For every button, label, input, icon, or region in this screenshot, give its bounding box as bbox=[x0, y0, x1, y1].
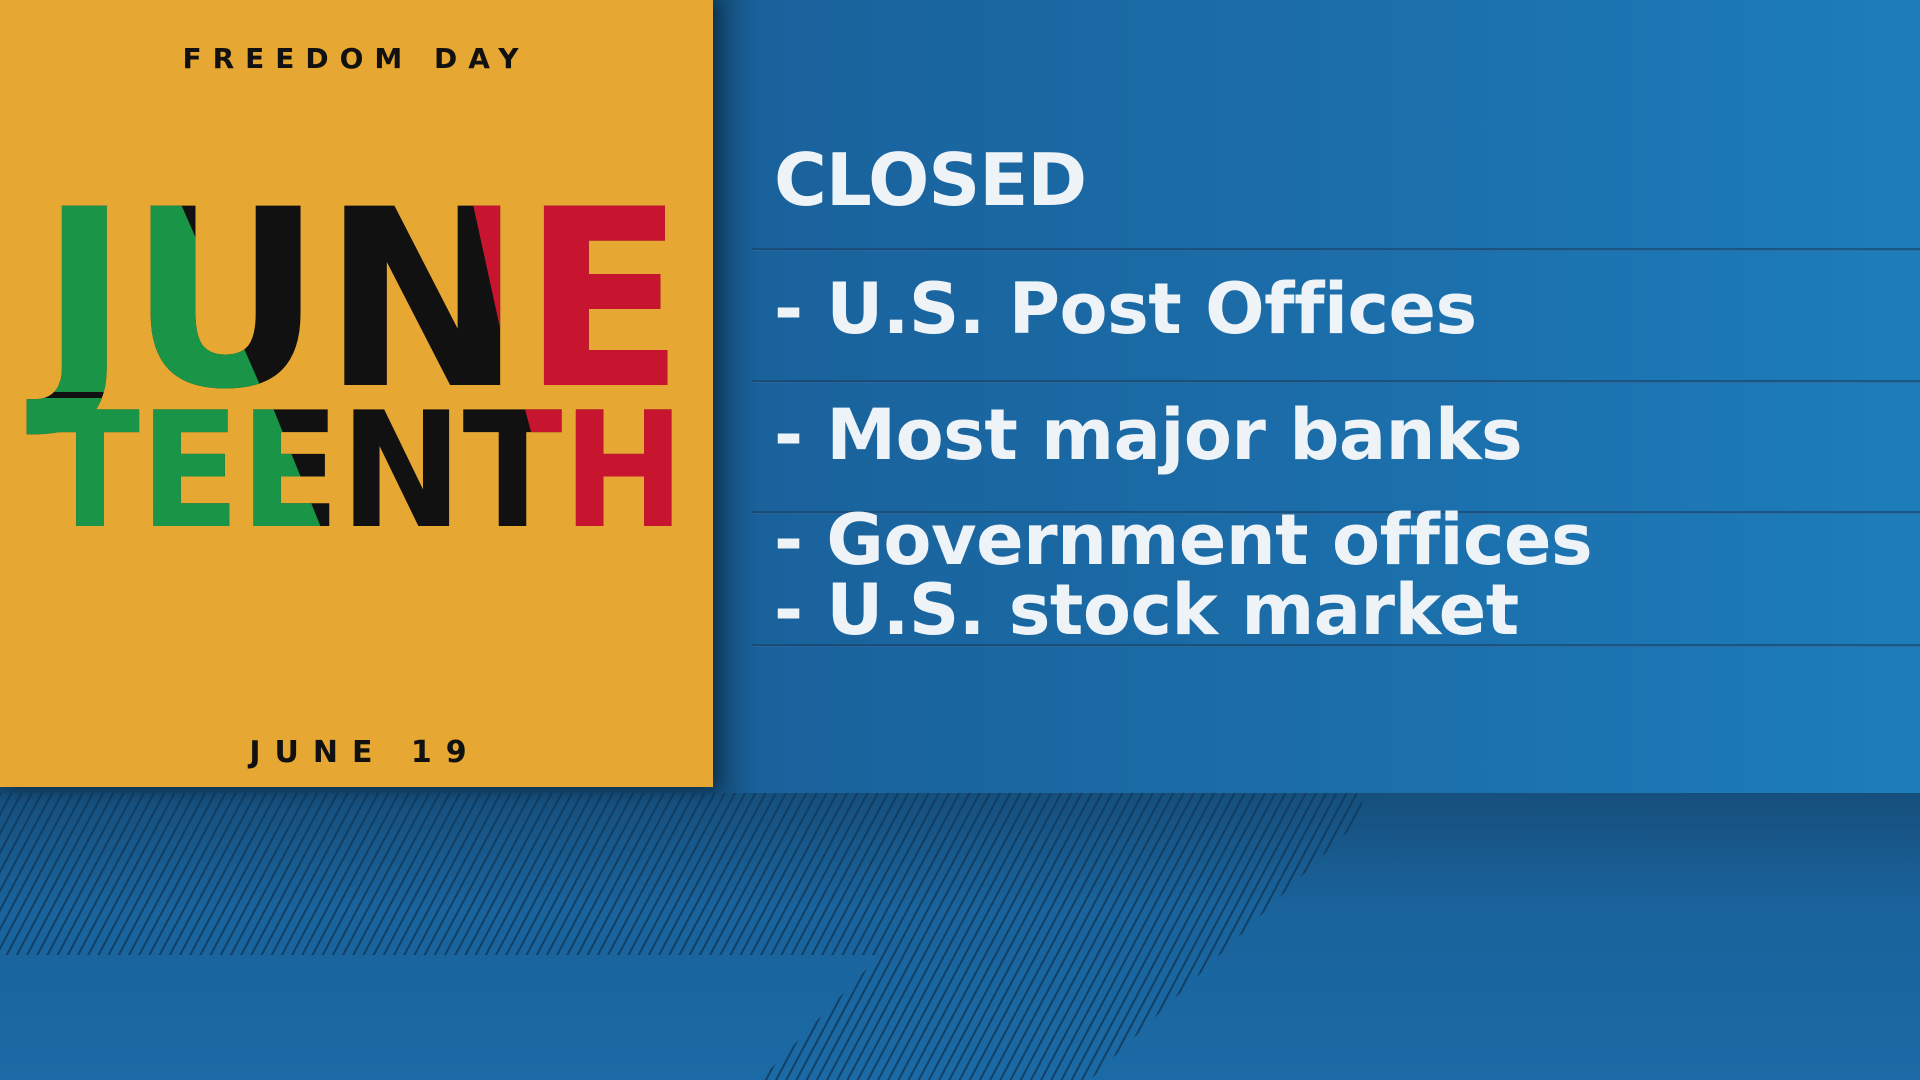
closed-heading: CLOSED bbox=[774, 138, 1087, 222]
juneteenth-title: JUNE TEENTH JUNE TEENTH JUNE TEENTH bbox=[26, 158, 685, 564]
june-19-text: JUNE 19 bbox=[247, 735, 480, 770]
juneteenth-artwork: FREEDOM DAY JUNE TEENTH JUNE TEENTH JUNE… bbox=[26, 42, 685, 770]
divider bbox=[752, 248, 1920, 251]
title-line-june: JUNE bbox=[26, 158, 685, 444]
title-line-teenth: TEENTH bbox=[40, 377, 685, 564]
divider bbox=[752, 380, 1920, 383]
closed-item-government-offices: - Government offices bbox=[774, 499, 1593, 581]
hatch-pattern-decoration bbox=[0, 793, 1362, 1080]
divider bbox=[752, 644, 1920, 647]
closed-item-post-offices: - U.S. Post Offices bbox=[774, 268, 1477, 350]
freedom-day-text: FREEDOM DAY bbox=[182, 42, 529, 75]
closed-item-stock-market: - U.S. stock market bbox=[774, 569, 1519, 651]
divider bbox=[752, 511, 1920, 514]
closed-item-banks: - Most major banks bbox=[774, 394, 1523, 476]
juneteenth-poster: FREEDOM DAY JUNE TEENTH JUNE TEENTH JUNE… bbox=[0, 0, 713, 787]
